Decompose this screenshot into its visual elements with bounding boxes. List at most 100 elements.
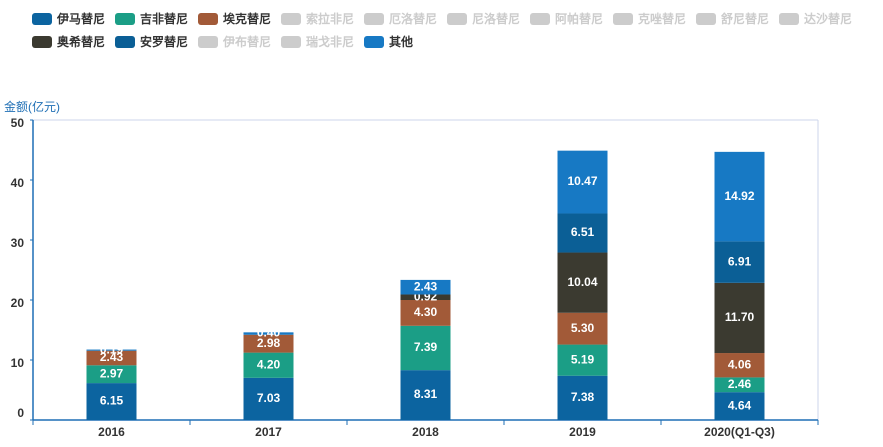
- legend-label: 奥希替尼: [57, 35, 106, 49]
- legend-item[interactable]: 伊马替尼: [32, 7, 115, 30]
- legend-label: 厄洛替尼: [389, 12, 438, 26]
- bar-segment: [86, 350, 137, 366]
- x-tick-label: 2017: [255, 425, 282, 439]
- legend-label: 索拉非尼: [306, 12, 355, 26]
- bar-segment: [400, 370, 451, 420]
- legend-swatch: [198, 35, 218, 48]
- legend-swatch: [281, 35, 301, 48]
- data-label: 4.20: [257, 357, 281, 371]
- bar-segment: [243, 332, 294, 335]
- legend-label: 瑞戈非尼: [306, 35, 355, 49]
- bar-segment: [557, 213, 608, 253]
- legend-label: 埃克替尼: [223, 12, 272, 26]
- bar-segment: [714, 392, 765, 420]
- y-tick-label: 10: [11, 356, 25, 370]
- data-label: 6.15: [100, 394, 124, 408]
- bar-segment: [714, 282, 765, 354]
- data-label: 10.04: [567, 275, 597, 289]
- legend-item[interactable]: 伊布替尼: [198, 30, 281, 53]
- legend-item[interactable]: 尼洛替尼: [447, 7, 530, 30]
- bar-segment: [400, 294, 451, 300]
- bar-segment: [557, 150, 608, 214]
- legend-item[interactable]: 克唑替尼: [613, 7, 696, 30]
- bar-segment: [557, 252, 608, 313]
- legend-item[interactable]: 奥希替尼: [32, 30, 115, 53]
- bar-segment: [714, 377, 765, 393]
- legend-swatch: [779, 12, 799, 25]
- legend-swatch: [613, 12, 633, 25]
- data-label: 4.30: [414, 305, 438, 319]
- legend-item[interactable]: 达沙替尼: [779, 7, 862, 30]
- legend-label: 尼洛替尼: [472, 12, 521, 26]
- legend-label: 其他: [389, 35, 414, 49]
- legend-item[interactable]: 阿帕替尼: [530, 7, 613, 30]
- data-label: 0.40: [257, 326, 281, 340]
- legend-swatch: [530, 12, 550, 25]
- bar-segment: [400, 279, 451, 295]
- legend-item[interactable]: 厄洛替尼: [364, 7, 447, 30]
- legend-swatch: [696, 12, 716, 25]
- data-label: 6.51: [571, 225, 595, 239]
- legend-label: 伊马替尼: [57, 12, 106, 26]
- bar-segment: [86, 365, 137, 384]
- legend-item[interactable]: 其他: [364, 30, 447, 53]
- data-label: 2.46: [728, 377, 752, 391]
- data-label: 2.43: [414, 279, 438, 293]
- bar-segment: [86, 383, 137, 420]
- bar-segment: [557, 344, 608, 376]
- y-tick-label: 30: [11, 236, 25, 250]
- data-label: 2.98: [257, 336, 281, 350]
- legend-swatch: [447, 12, 467, 25]
- legend: 伊马替尼 吉非替尼 埃克替尼 索拉非尼 厄洛替尼 尼洛替尼 阿帕替尼 克唑替尼 舒尼替尼 达沙替尼…: [32, 7, 862, 53]
- bar-segment: [400, 325, 451, 371]
- legend-item[interactable]: 索拉非尼: [281, 7, 364, 30]
- data-label: 7.03: [257, 391, 281, 405]
- legend-swatch: [32, 12, 52, 25]
- bar-segment: [243, 334, 294, 353]
- legend-label: 舒尼替尼: [721, 12, 770, 26]
- y-tick-label: 50: [11, 116, 25, 130]
- y-tick-label: 0: [17, 406, 24, 420]
- legend-label: 安罗替尼: [140, 35, 189, 49]
- legend-label: 伊布替尼: [223, 35, 272, 49]
- bar-segment: [86, 349, 137, 351]
- data-label: 2.97: [100, 366, 124, 380]
- legend-item[interactable]: 埃克替尼: [198, 7, 281, 30]
- legend-swatch: [32, 35, 52, 48]
- legend-item[interactable]: 舒尼替尼: [696, 7, 779, 30]
- data-label: 7.38: [571, 390, 595, 404]
- x-tick-label: 2020(Q1-Q3): [704, 425, 775, 439]
- bar-segment: [714, 241, 765, 283]
- legend-label: 克唑替尼: [638, 12, 687, 26]
- y-axis-label: 金额(亿元): [4, 99, 60, 114]
- data-label: 2.43: [100, 350, 124, 364]
- legend-item[interactable]: 瑞戈非尼: [281, 30, 364, 53]
- bar-segment: [557, 375, 608, 420]
- x-tick-label: 2016: [98, 425, 125, 439]
- data-label: 0.19: [100, 342, 124, 356]
- y-tick-label: 20: [11, 296, 25, 310]
- legend-swatch: [198, 12, 218, 25]
- legend-swatch: [281, 12, 301, 25]
- x-tick-label: 2018: [412, 425, 439, 439]
- legend-label: 达沙替尼: [804, 12, 853, 26]
- legend-label: 吉非替尼: [140, 12, 189, 26]
- data-label: 8.31: [414, 387, 438, 401]
- data-label: 4.64: [728, 398, 752, 412]
- y-tick-label: 40: [11, 176, 25, 190]
- legend-label: 阿帕替尼: [555, 12, 604, 26]
- data-label: 10.47: [567, 174, 597, 188]
- bar-segment: [714, 151, 765, 242]
- legend-item[interactable]: 安罗替尼: [115, 30, 198, 53]
- bar-segment: [714, 353, 765, 378]
- data-label: 5.30: [571, 321, 595, 335]
- legend-item[interactable]: 吉非替尼: [115, 7, 198, 30]
- data-label: 7.39: [414, 340, 438, 354]
- legend-swatch: [364, 12, 384, 25]
- bar-segment: [400, 300, 451, 326]
- data-label: 14.92: [724, 189, 754, 203]
- data-label: 4.06: [728, 357, 752, 371]
- legend-swatch: [364, 35, 384, 48]
